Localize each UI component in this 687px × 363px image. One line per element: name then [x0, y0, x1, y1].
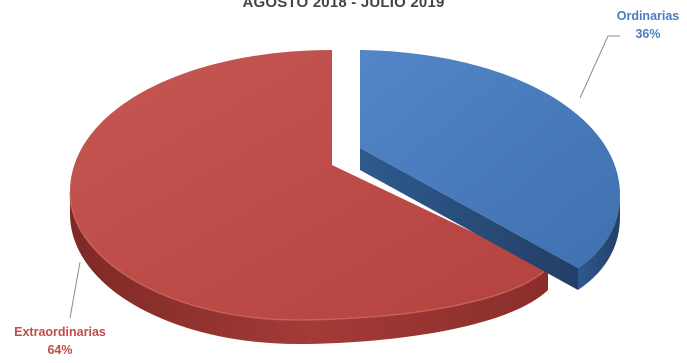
chart-title: AGOSTO 2018 - JULIO 2019: [242, 0, 445, 11]
slice-extraordinarias-top: [70, 50, 548, 321]
value-extraordinarias: 64%: [47, 343, 72, 357]
label-extraordinarias: Extraordinarias: [14, 325, 106, 339]
label-ordinarias: Ordinarias: [617, 9, 680, 23]
slice-extraordinarias-side: [70, 192, 548, 345]
slice-ordinarias-side: [360, 148, 578, 290]
leader-line-extraordinarias: [69, 261, 81, 319]
leader-line-ordinarias: [579, 35, 609, 99]
slice-ordinarias-outer-side: [578, 195, 620, 290]
value-ordinarias: 36%: [635, 27, 660, 41]
slice-extraordinarias: [69, 50, 549, 345]
slice-ordinarias: [360, 50, 620, 290]
slice-extraordinarias-rim: [69, 191, 549, 321]
slice-ordinarias-top: [360, 50, 620, 268]
